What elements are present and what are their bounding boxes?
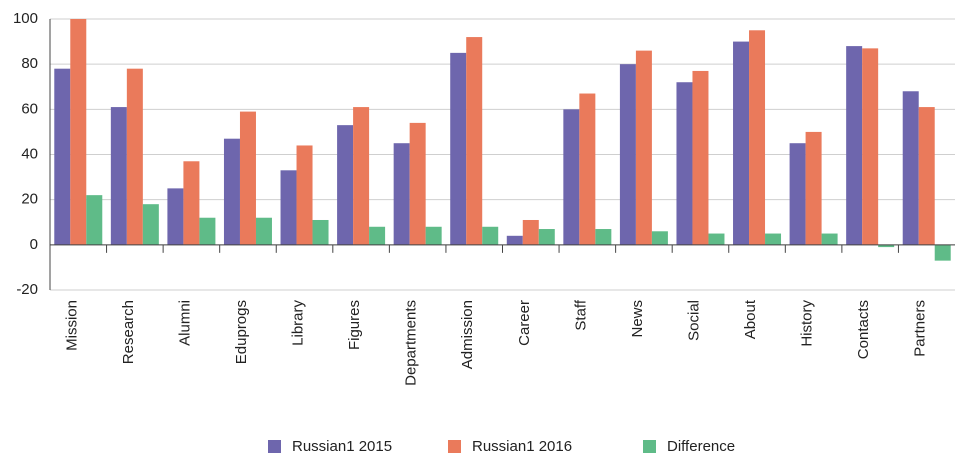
x-tick-label: Contacts <box>855 300 872 359</box>
x-tick-label: Library <box>290 300 307 346</box>
x-tick-label: Research <box>120 300 137 364</box>
bar <box>789 143 806 245</box>
x-tick-label: Admission <box>459 300 476 369</box>
bar <box>733 41 750 245</box>
legend-label: Russian1 2015 <box>292 438 392 455</box>
bar <box>821 233 838 245</box>
y-tick-label: 60 <box>21 100 38 117</box>
bar <box>110 107 127 245</box>
bar <box>409 122 426 245</box>
x-tick-label: Partners <box>912 300 929 357</box>
bar <box>353 107 370 245</box>
x-tick-label: About <box>742 299 759 339</box>
y-tick-label: 40 <box>21 145 38 162</box>
bar <box>450 52 467 245</box>
bar <box>708 233 725 245</box>
bar <box>538 229 555 245</box>
bar <box>183 161 200 245</box>
x-tick-label: Mission <box>63 300 80 351</box>
legend-swatch <box>643 440 656 453</box>
x-tick-label: Alumni <box>176 300 193 346</box>
bar <box>70 19 87 245</box>
bar <box>563 109 580 245</box>
y-tick-label: 80 <box>21 55 38 72</box>
x-tick-label: Career <box>516 300 533 346</box>
bar <box>934 244 951 261</box>
bar <box>337 125 354 245</box>
bar <box>902 91 919 245</box>
x-tick-label: Social <box>685 300 702 341</box>
bar <box>676 82 693 245</box>
x-tick-label: History <box>799 300 816 347</box>
y-tick-label: 20 <box>21 191 38 208</box>
bar <box>126 68 143 245</box>
bar <box>369 226 386 245</box>
bar <box>167 188 184 245</box>
bar <box>765 233 782 245</box>
x-tick-label: Eduprogs <box>233 300 250 364</box>
x-tick-label: Staff <box>572 299 589 330</box>
bar <box>223 138 240 245</box>
x-tick-label: News <box>629 300 646 338</box>
bar <box>635 50 652 245</box>
bar <box>296 145 313 245</box>
x-tick-label: Departments <box>403 300 420 386</box>
bar <box>918 107 935 245</box>
bar <box>54 68 71 245</box>
y-tick-label: -20 <box>16 281 38 298</box>
bar <box>862 48 879 245</box>
bar <box>482 226 499 245</box>
bar <box>142 204 159 245</box>
bar <box>393 143 410 245</box>
bar <box>651 231 668 245</box>
bar <box>506 235 523 245</box>
bar <box>255 217 272 245</box>
bar <box>280 170 297 245</box>
legend-swatch <box>448 440 461 453</box>
bar <box>579 93 596 245</box>
legend-label: Difference <box>667 438 735 455</box>
legend-label: Russian1 2016 <box>472 438 572 455</box>
bar <box>805 131 822 245</box>
bar <box>522 219 539 245</box>
bar <box>312 219 329 245</box>
y-tick-label: 0 <box>30 236 38 253</box>
bar <box>199 217 216 245</box>
bar <box>595 229 612 245</box>
bar <box>86 195 103 245</box>
y-tick-label: 100 <box>13 10 38 27</box>
bar <box>619 64 636 245</box>
bar <box>878 244 895 248</box>
legend-swatch <box>268 440 281 453</box>
bar <box>239 111 256 245</box>
bar <box>425 226 442 245</box>
bar <box>846 46 863 245</box>
bar <box>466 37 483 245</box>
x-tick-label: Figures <box>346 300 363 350</box>
bar <box>692 70 709 245</box>
bar <box>749 30 766 245</box>
